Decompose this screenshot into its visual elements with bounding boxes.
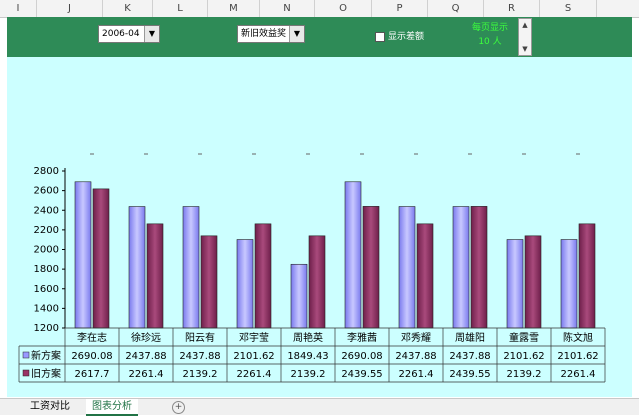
add-sheet-icon[interactable]: + xyxy=(172,401,185,414)
new-plan-bar xyxy=(182,206,200,329)
new-plan-bar xyxy=(74,181,92,329)
chart-area: 1200 1400 1600 1800 2000 2200 2400 2600 2800 李在志 徐… xyxy=(7,57,632,397)
new-plan-bar xyxy=(506,239,524,329)
category-label: 童露雪 xyxy=(509,331,539,344)
show-diff-checkbox[interactable]: 显示差额 xyxy=(375,29,424,42)
old-plan-bar xyxy=(200,235,218,329)
data-label: 2437.88 xyxy=(449,351,490,362)
old-plan-legend-key xyxy=(22,369,30,377)
tab-salary-compare[interactable]: 工资对比 xyxy=(30,401,70,412)
column-header-j[interactable]: J xyxy=(37,0,103,17)
spinner-down-icon[interactable]: ▼ xyxy=(522,45,528,53)
y-tick-label: 1400 xyxy=(34,303,59,314)
tab-chart-analysis[interactable]: 图表分析 xyxy=(86,399,138,416)
y-tick-label: 2600 xyxy=(34,186,59,197)
old-plan-legend-label: 旧方案 xyxy=(31,367,61,380)
spinner-track[interactable] xyxy=(519,31,531,43)
column-header-l[interactable]: L xyxy=(153,0,208,17)
control-toolbar: 2006-04 ▼ 新旧效益奖 ▼ 显示差额 每页显示 10 人 ▲ ▼ xyxy=(7,17,632,57)
old-plan-bar xyxy=(362,206,380,329)
data-label: 2139.2 xyxy=(507,369,542,380)
data-label: 2439.55 xyxy=(341,369,382,380)
column-header-i[interactable]: I xyxy=(0,0,37,17)
category-label: 徐珍远 xyxy=(131,331,161,344)
category-label: 阳云有 xyxy=(185,331,215,344)
old-plan-bar xyxy=(92,188,110,329)
new-plan-bar xyxy=(398,206,416,329)
old-plan-bar xyxy=(308,235,326,329)
new-plan-bar xyxy=(560,239,578,329)
data-label: 2101.62 xyxy=(233,351,274,362)
new-plan-bar xyxy=(128,206,146,329)
data-label: 1849.43 xyxy=(287,351,328,362)
new-plan-bar xyxy=(344,181,362,329)
y-tick-label: 2800 xyxy=(34,166,59,177)
y-tick-label: 2000 xyxy=(34,245,59,256)
old-plan-bar xyxy=(470,206,488,329)
data-label: 2439.55 xyxy=(449,369,490,380)
old-plan-bar xyxy=(254,223,272,329)
data-label: 2437.88 xyxy=(179,351,220,362)
data-label: 2690.08 xyxy=(71,351,112,362)
category-label: 邓宇莹 xyxy=(239,331,269,344)
data-label: 2101.62 xyxy=(503,351,544,362)
data-label: 2261.4 xyxy=(129,369,164,380)
data-label: 2139.2 xyxy=(183,369,218,380)
checkbox-box[interactable] xyxy=(375,31,385,42)
data-label: 2101.62 xyxy=(557,351,598,362)
view-dropdown[interactable]: 新旧效益奖 ▼ xyxy=(237,25,305,43)
per-page-spinner[interactable]: ▲ ▼ xyxy=(518,18,532,56)
data-label: 2139.2 xyxy=(291,369,326,380)
category-label: 陈文旭 xyxy=(563,331,593,344)
data-label: 2690.08 xyxy=(341,351,382,362)
new-plan-bar xyxy=(452,206,470,329)
data-label: 2437.88 xyxy=(125,351,166,362)
category-label: 李在志 xyxy=(77,331,107,344)
show-diff-label: 显示差额 xyxy=(388,32,425,42)
category-label: 周雄阳 xyxy=(455,331,485,344)
new-plan-bar xyxy=(290,263,308,329)
data-label: 2437.88 xyxy=(395,351,436,362)
per-page-value: 10 人 xyxy=(478,37,502,47)
category-label: 李雅茜 xyxy=(347,331,377,344)
y-tick-label: 2200 xyxy=(34,225,59,236)
y-tick-label: 1800 xyxy=(34,264,59,275)
chevron-down-icon[interactable]: ▼ xyxy=(289,26,304,42)
column-header-q[interactable]: Q xyxy=(428,0,484,17)
spinner-up-icon[interactable]: ▲ xyxy=(522,21,528,29)
category-label: 周艳英 xyxy=(293,331,323,344)
column-header-p[interactable]: P xyxy=(372,0,428,17)
month-dropdown[interactable]: 2006-04 ▼ xyxy=(98,25,160,43)
old-plan-bar xyxy=(578,223,596,329)
chevron-down-icon[interactable]: ▼ xyxy=(144,26,159,42)
y-tick-label: 1600 xyxy=(34,284,59,295)
salary-bar-chart: 1200 1400 1600 1800 2000 2200 2400 2600 2800 李在志 徐… xyxy=(18,153,606,383)
month-value: 2006-04 xyxy=(102,29,140,39)
column-header-s[interactable]: S xyxy=(540,0,597,17)
category-label: 邓秀耀 xyxy=(401,332,431,344)
data-label: 2261.4 xyxy=(399,369,434,380)
old-plan-bar xyxy=(416,223,434,329)
per-page-display: 每页显示 10 人 xyxy=(463,21,517,49)
y-tick-label: 2400 xyxy=(34,205,59,216)
new-plan-legend-key xyxy=(22,351,30,359)
new-plan-bar xyxy=(236,239,254,329)
column-header-m[interactable]: M xyxy=(208,0,260,17)
old-plan-bar xyxy=(146,223,164,329)
data-label: 2617.7 xyxy=(75,369,110,380)
old-plan-bar xyxy=(524,235,542,329)
per-page-label: 每页显示 xyxy=(471,23,508,33)
sheet-tab-bar: 工资对比 图表分析 + xyxy=(0,398,639,416)
new-plan-legend-label: 新方案 xyxy=(31,349,61,362)
data-label: 2261.4 xyxy=(237,369,272,380)
column-header-n[interactable]: N xyxy=(260,0,315,17)
data-label: 2261.4 xyxy=(561,369,596,380)
y-tick-label: 1200 xyxy=(34,323,59,334)
view-value: 新旧效益奖 xyxy=(241,29,287,39)
column-header-r[interactable]: R xyxy=(484,0,540,17)
column-header-k[interactable]: K xyxy=(103,0,153,17)
column-header-o[interactable]: O xyxy=(315,0,372,17)
